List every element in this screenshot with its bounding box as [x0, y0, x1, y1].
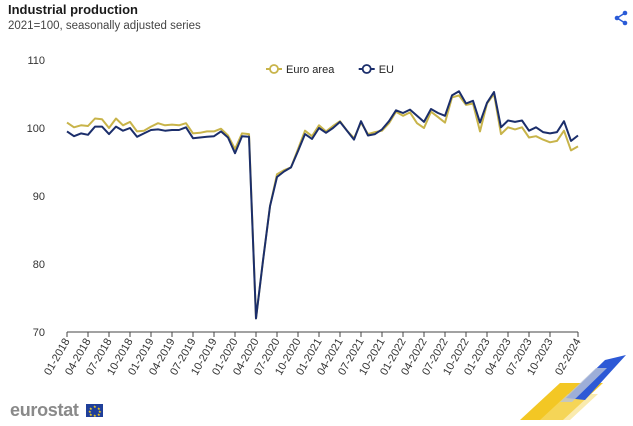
legend-label-euro-area[interactable]: Euro area — [286, 64, 335, 76]
chart-subtitle: 2021=100, seasonally adjusted series — [8, 20, 201, 32]
legend-marker-eu — [361, 64, 372, 74]
y-tick-label: 110 — [27, 55, 45, 67]
share-icon[interactable] — [613, 10, 629, 26]
legend-marker-euro-area — [269, 64, 279, 74]
y-tick-label: 70 — [33, 327, 45, 339]
eurostat-logo: eurostat — [10, 400, 79, 420]
x-tick-label: 02-2024 — [553, 337, 584, 378]
y-tick-label: 80 — [33, 259, 45, 271]
legend-label-eu[interactable]: EU — [379, 64, 394, 76]
eu-flag-icon: ★ ★ ★ ★ ★ ★ ★ ★ — [86, 404, 103, 418]
y-tick-label: 90 — [33, 191, 45, 203]
series-line-eu[interactable] — [66, 90, 579, 320]
chart-title: Industrial production — [8, 2, 138, 17]
y-tick-label: 100 — [27, 123, 45, 135]
corner-decoration — [520, 355, 626, 420]
